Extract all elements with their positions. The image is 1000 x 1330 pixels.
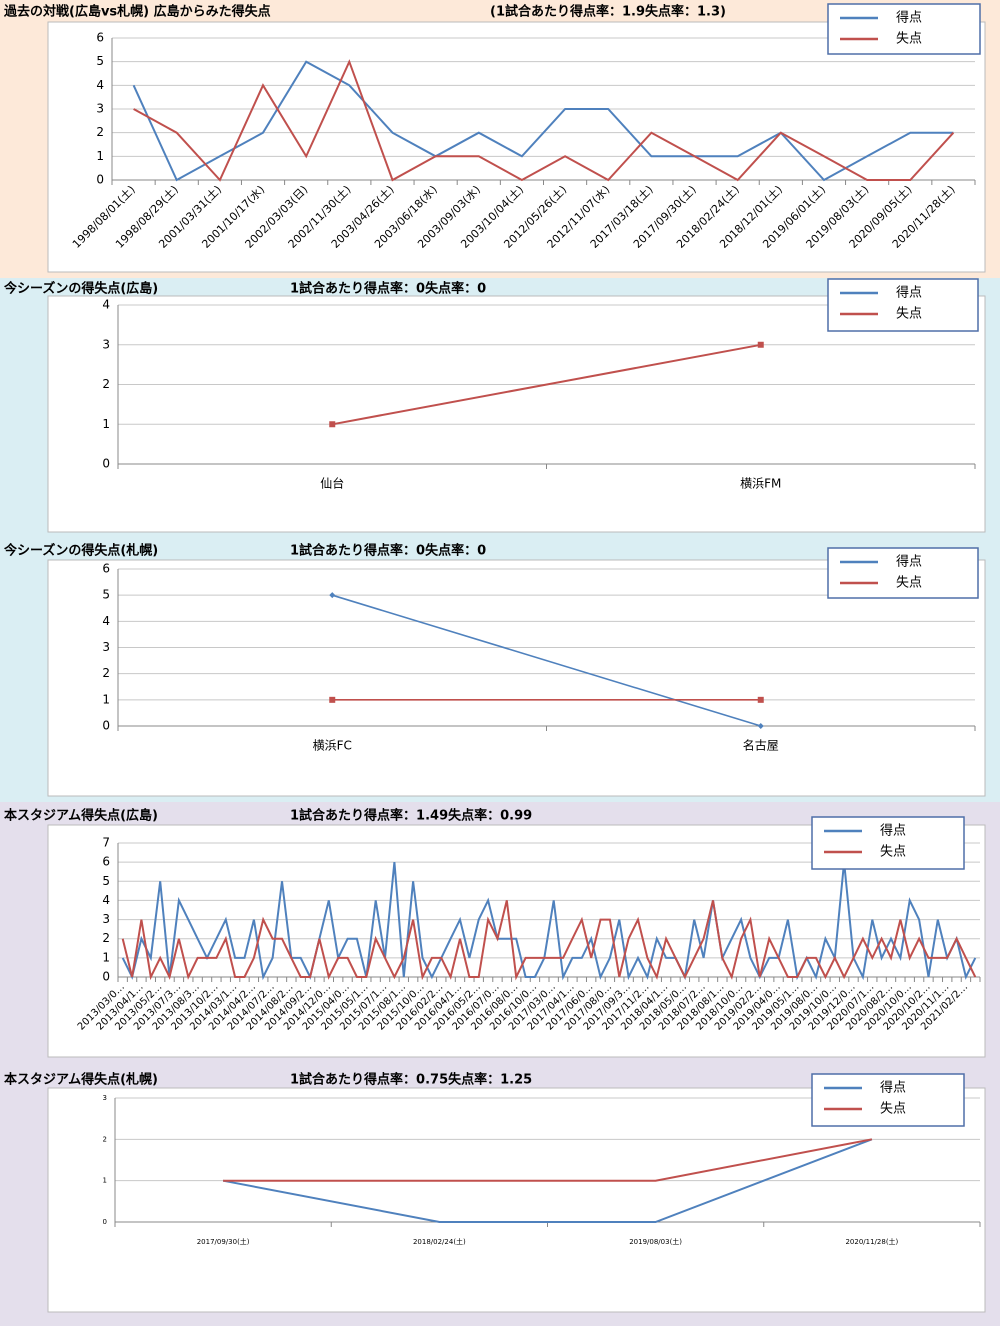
y-tick-label: 4 <box>102 893 110 907</box>
legend-label: 失点 <box>880 845 906 860</box>
line-series <box>121 900 977 981</box>
y-tick-label: 5 <box>102 588 110 602</box>
chart-title: 過去の対戦(広島vs札幌) 広島からみた得失点 <box>3 4 271 20</box>
y-tick-label: 0 <box>102 970 110 984</box>
line-series <box>132 60 954 182</box>
legend <box>811 1073 965 1127</box>
legend <box>827 278 979 332</box>
marker <box>329 696 336 703</box>
legend-label: 得点 <box>880 823 906 839</box>
line-series <box>121 862 977 981</box>
chart-area <box>47 295 986 533</box>
y-tick-label: 2 <box>96 125 104 139</box>
x-tick-label: 2018/02/24(土) <box>413 1237 466 1246</box>
legend <box>811 816 965 870</box>
chart-area <box>47 21 986 273</box>
chart-subtitle: 1試合あたり得点率：0失点率：0 <box>290 543 486 559</box>
legend-label: 失点 <box>896 32 922 47</box>
y-tick-label: 0 <box>102 457 110 471</box>
chart-title: 今シーズンの得失点(札幌) <box>3 543 158 559</box>
chart-title: 本スタジアム得失点(札幌) <box>4 1072 158 1088</box>
x-tick-label: 名古屋 <box>743 738 779 753</box>
y-tick-label: 1 <box>96 149 104 163</box>
y-tick-label: 3 <box>102 640 110 654</box>
legend-label: 得点 <box>896 285 922 301</box>
legend <box>827 547 979 599</box>
line-series <box>222 1138 873 1223</box>
chart-subtitle: (1試合あたり得点率：1.9失点率：1.3) <box>490 4 726 20</box>
y-tick-label: 4 <box>102 298 110 312</box>
legend-label: 得点 <box>896 10 922 26</box>
x-tick-label: 2017/09/30(土) <box>197 1237 250 1246</box>
y-tick-label: 3 <box>102 912 110 926</box>
x-tick-label: 2019/08/03(土) <box>629 1237 682 1246</box>
y-tick-label: 1 <box>102 417 110 431</box>
y-tick-label: 2 <box>103 1135 107 1143</box>
x-tick-label: 横浜FM <box>740 477 781 491</box>
line-series <box>332 594 762 727</box>
marker <box>329 421 336 428</box>
y-tick-label: 6 <box>102 562 110 576</box>
legend-label: 得点 <box>880 1080 906 1096</box>
legend-label: 失点 <box>896 576 922 591</box>
chart-area <box>47 559 986 797</box>
y-tick-label: 6 <box>96 31 104 45</box>
chart-title: 本スタジアム得失点(広島) <box>4 808 158 824</box>
chart-subtitle: 1試合あたり得点率：1.49失点率：0.99 <box>290 808 532 824</box>
line-series <box>223 1138 873 1182</box>
y-tick-label: 6 <box>102 855 110 869</box>
y-tick-label: 4 <box>96 78 104 92</box>
legend <box>827 3 981 55</box>
x-tick-label: 仙台 <box>320 476 344 491</box>
y-tick-label: 1 <box>102 950 110 964</box>
y-tick-label: 3 <box>96 102 104 116</box>
chart-subtitle: 1試合あたり得点率：0.75失点率：1.25 <box>290 1072 532 1088</box>
y-tick-label: 5 <box>102 874 110 888</box>
legend-label: 失点 <box>880 1102 906 1117</box>
line-series <box>332 343 761 426</box>
y-tick-label: 4 <box>102 614 110 628</box>
x-tick-label: 2020/11/28(土) <box>845 1237 898 1246</box>
x-tick-label: 横浜FC <box>313 739 352 753</box>
y-tick-label: 3 <box>103 1094 107 1102</box>
marker <box>329 592 336 599</box>
chart-subtitle: 1試合あたり得点率：0失点率：0 <box>290 281 486 297</box>
chart-title: 今シーズンの得失点(広島) <box>3 281 158 297</box>
y-tick-label: 2 <box>102 377 110 391</box>
y-tick-label: 3 <box>102 337 110 351</box>
y-tick-label: 0 <box>102 719 110 733</box>
y-tick-label: 7 <box>102 836 110 850</box>
legend-label: 得点 <box>896 554 922 570</box>
y-tick-label: 2 <box>102 931 110 945</box>
y-tick-label: 0 <box>96 173 104 187</box>
y-tick-label: 1 <box>102 692 110 706</box>
y-tick-label: 1 <box>103 1177 107 1185</box>
y-tick-label: 5 <box>96 54 104 68</box>
y-tick-label: 2 <box>102 666 110 680</box>
y-tick-label: 0 <box>103 1218 107 1226</box>
legend-label: 失点 <box>896 307 922 322</box>
line-series <box>133 59 955 182</box>
